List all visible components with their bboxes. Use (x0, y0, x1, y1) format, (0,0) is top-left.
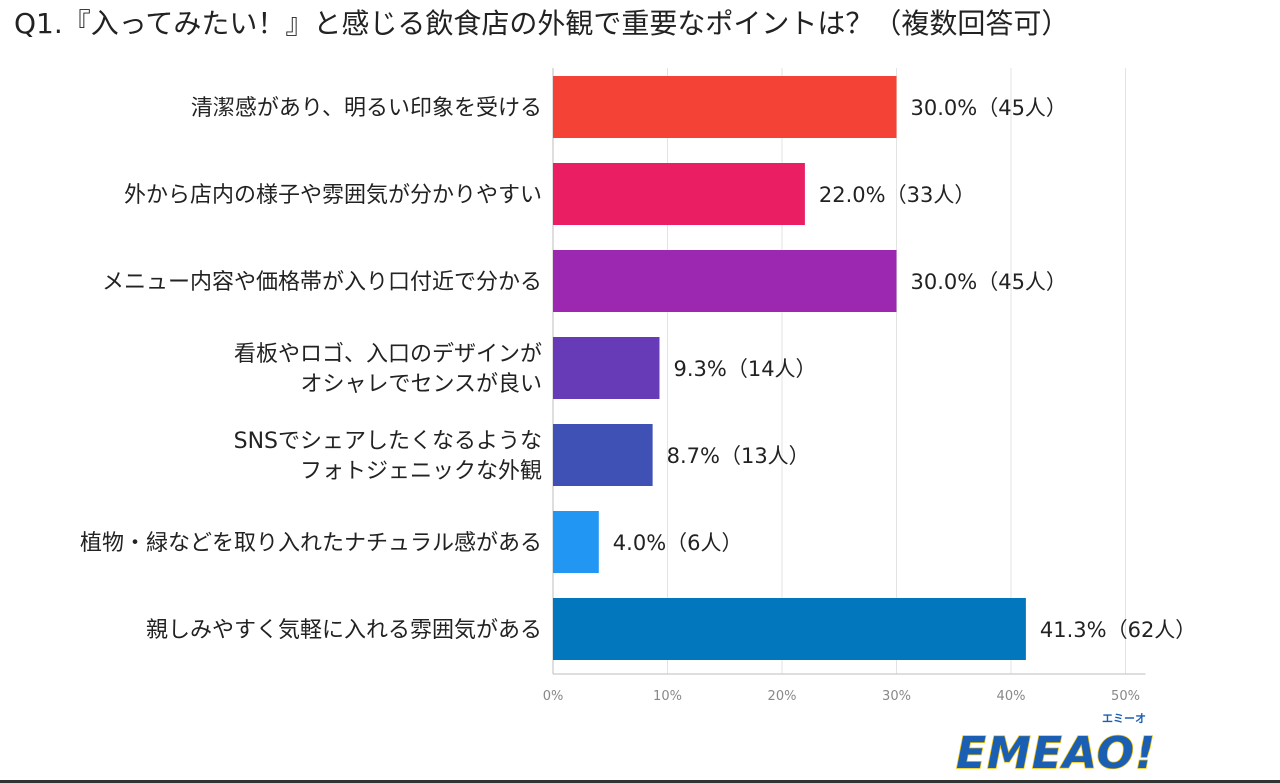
emeao-logo: エミーオ EMEAO! (955, 712, 1156, 776)
bar (553, 511, 599, 573)
x-tick-label: 30% (882, 689, 911, 704)
bottom-rule (0, 780, 1280, 783)
bar (553, 337, 660, 399)
bar (553, 163, 805, 225)
value-label: 8.7%（13人） (667, 444, 810, 468)
value-label: 4.0%（6人） (613, 531, 743, 555)
logo-subtext: エミーオ (1102, 712, 1146, 725)
x-tick-label: 10% (653, 689, 682, 704)
chart-title: Q1.『入ってみたい！』と感じる飲食店の外観で重要なポイントは？（複数回答可） (14, 7, 1070, 40)
category-label: オシャレでセンスが良い (300, 372, 542, 397)
value-label: 30.0%（45人） (911, 270, 1067, 294)
bar (553, 424, 653, 486)
value-label: 22.0%（33人） (819, 183, 975, 207)
category-label: 親しみやすく気軽に入れる雰囲気がある (146, 618, 542, 643)
category-label: SNSでシェアしたくなるような (234, 429, 542, 454)
value-label: 9.3%（14人） (673, 357, 816, 381)
x-tick-label: 40% (997, 689, 1026, 704)
x-tick-label: 50% (1111, 689, 1140, 704)
category-label: フォトジェニックな外観 (300, 459, 542, 484)
category-label: 植物・緑などを取り入れたナチュラル感がある (80, 531, 542, 556)
bar-chart: 0% 10% 20% 30% 40% 50% 清潔感があり、明るい印象を受ける 30.0%（4… (80, 68, 1196, 704)
bar (553, 76, 897, 138)
bar (553, 250, 897, 312)
category-label: メニュー内容や価格帯が入り口付近で分かる (102, 270, 542, 295)
value-label: 30.0%（45人） (911, 96, 1067, 120)
category-label: 清潔感があり、明るい印象を受ける (191, 96, 542, 121)
category-label: 外から店内の様子や雰囲気が分かりやすい (124, 183, 542, 208)
x-tick-label: 20% (768, 689, 797, 704)
logo-text: EMEAO! (956, 728, 1156, 776)
value-label: 41.3%（62人） (1040, 618, 1196, 642)
bar (553, 598, 1026, 660)
category-label: 看板やロゴ、入口のデザインが (234, 342, 542, 367)
x-tick-label: 0% (543, 689, 564, 704)
